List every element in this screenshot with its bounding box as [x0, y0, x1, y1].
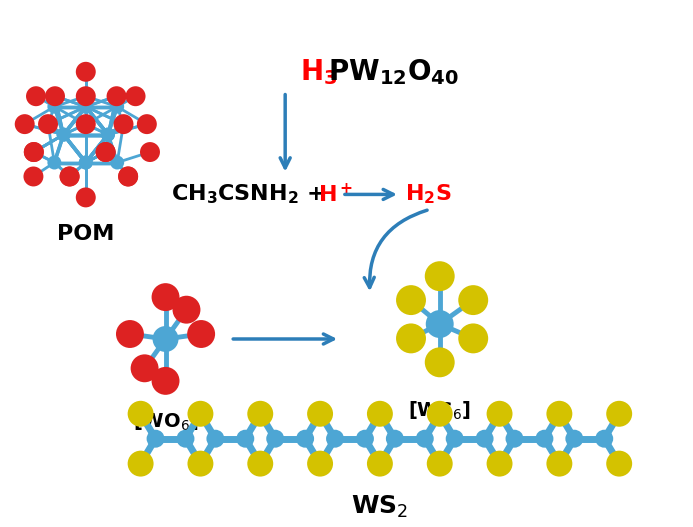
Circle shape [79, 155, 93, 170]
Circle shape [79, 100, 93, 114]
Circle shape [116, 320, 144, 348]
Circle shape [76, 188, 96, 208]
Circle shape [386, 430, 404, 447]
Circle shape [396, 324, 426, 353]
Text: $\mathbf{PW_{12}O_{40}}$: $\mathbf{PW_{12}O_{40}}$ [328, 57, 459, 86]
Text: WS$_2$: WS$_2$ [351, 493, 408, 520]
Circle shape [101, 128, 115, 142]
Circle shape [565, 430, 584, 447]
Circle shape [546, 451, 572, 476]
Circle shape [416, 430, 434, 447]
Circle shape [47, 155, 62, 170]
Circle shape [173, 296, 200, 324]
Circle shape [60, 167, 80, 187]
Circle shape [101, 128, 115, 142]
Circle shape [446, 430, 464, 447]
Circle shape [307, 451, 333, 476]
Circle shape [110, 100, 124, 114]
Circle shape [57, 128, 71, 142]
Circle shape [367, 451, 393, 476]
Circle shape [425, 347, 455, 377]
Circle shape [326, 430, 344, 447]
Circle shape [118, 167, 138, 187]
Circle shape [247, 451, 273, 476]
Circle shape [152, 326, 179, 352]
Text: $\mathbf{CH_3CSNH_2}$ +: $\mathbf{CH_3CSNH_2}$ + [170, 183, 327, 206]
Circle shape [57, 128, 71, 142]
Circle shape [26, 86, 46, 106]
Circle shape [296, 430, 314, 447]
Text: POM: POM [57, 225, 114, 245]
Circle shape [76, 62, 96, 82]
Text: $\mathbf{H_3}$: $\mathbf{H_3}$ [300, 57, 337, 86]
Text: [WS$_6$]: [WS$_6$] [408, 400, 471, 422]
Circle shape [536, 430, 554, 447]
Circle shape [367, 401, 393, 427]
Circle shape [96, 142, 116, 162]
Circle shape [128, 401, 154, 427]
Circle shape [505, 430, 523, 447]
Circle shape [546, 401, 572, 427]
Circle shape [426, 310, 454, 338]
Circle shape [606, 451, 632, 476]
Circle shape [427, 401, 453, 427]
Circle shape [427, 451, 453, 476]
Circle shape [147, 430, 164, 447]
Circle shape [125, 86, 146, 106]
Circle shape [45, 86, 65, 106]
Circle shape [356, 430, 374, 447]
Circle shape [188, 401, 213, 427]
Circle shape [177, 430, 195, 447]
Circle shape [107, 86, 127, 106]
Text: $\mathbf{H_2S}$: $\mathbf{H_2S}$ [405, 183, 452, 206]
Circle shape [38, 114, 58, 134]
Circle shape [187, 320, 215, 348]
Circle shape [118, 167, 138, 187]
Circle shape [475, 430, 493, 447]
Circle shape [595, 430, 613, 447]
Circle shape [486, 451, 513, 476]
Circle shape [152, 367, 179, 395]
Circle shape [396, 285, 426, 315]
Circle shape [24, 167, 44, 187]
Circle shape [24, 142, 44, 162]
Circle shape [140, 142, 160, 162]
Circle shape [606, 401, 632, 427]
Circle shape [24, 142, 44, 162]
Circle shape [60, 167, 80, 187]
Circle shape [131, 354, 159, 382]
Circle shape [425, 261, 455, 291]
Circle shape [207, 430, 225, 447]
Circle shape [76, 114, 96, 134]
Text: $\mathbf{H^+}$: $\mathbf{H^+}$ [318, 183, 353, 206]
Circle shape [128, 451, 154, 476]
Text: [WO$_6$]: [WO$_6$] [132, 411, 198, 433]
Circle shape [486, 401, 513, 427]
Circle shape [76, 86, 96, 106]
Circle shape [247, 401, 273, 427]
Circle shape [152, 283, 179, 311]
Circle shape [188, 451, 213, 476]
Circle shape [15, 114, 35, 134]
Circle shape [79, 100, 93, 114]
Circle shape [47, 100, 62, 114]
Circle shape [236, 430, 254, 447]
Circle shape [110, 155, 124, 170]
Circle shape [79, 155, 93, 170]
Circle shape [458, 285, 488, 315]
Circle shape [458, 324, 488, 353]
Circle shape [137, 114, 157, 134]
Circle shape [96, 142, 116, 162]
Circle shape [266, 430, 284, 447]
Circle shape [307, 401, 333, 427]
Circle shape [114, 114, 134, 134]
